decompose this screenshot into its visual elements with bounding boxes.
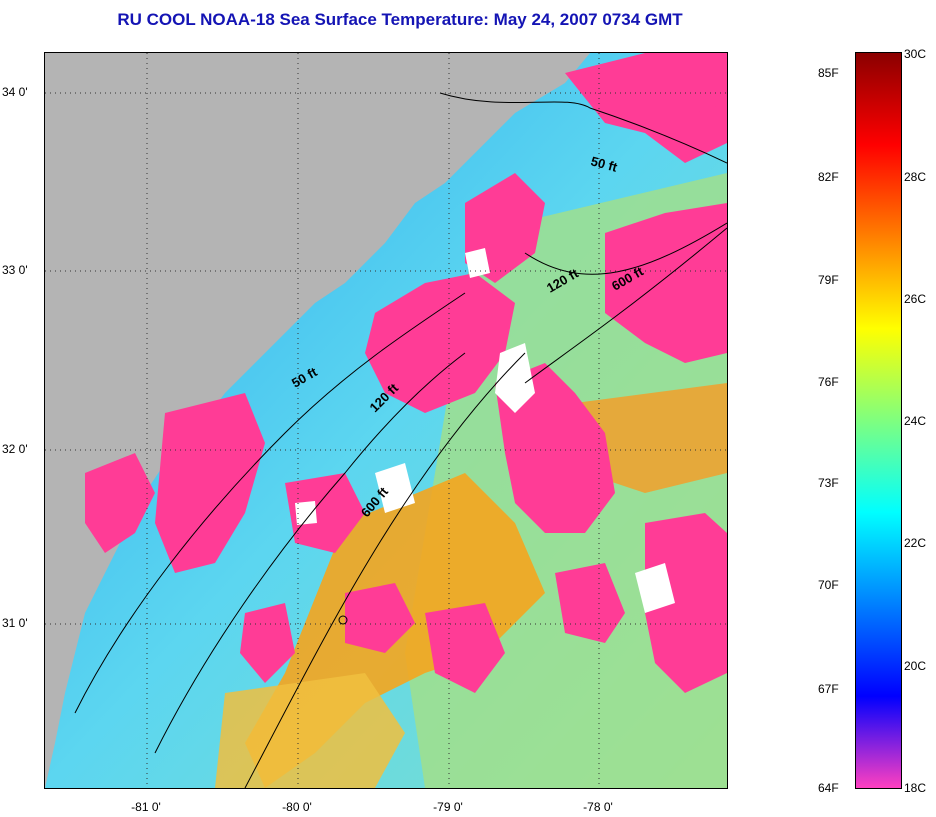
colorbar-f-70: 70F xyxy=(818,578,839,592)
buoy-marker-icon xyxy=(338,615,348,625)
colorbar-c-18: 18C xyxy=(904,781,927,795)
contour-600ft xyxy=(244,352,526,788)
colorbar-c-28: 28C xyxy=(904,170,927,184)
colorbar-c-24: 24C xyxy=(904,414,927,428)
temperature-colorbar xyxy=(855,52,902,789)
lon-label-78: -78 0' xyxy=(583,800,613,814)
contour-120ft xyxy=(154,352,466,754)
lon-label-81: -81 0' xyxy=(131,800,161,814)
bathymetry-contours xyxy=(74,92,727,788)
colorbar-c-26: 26C xyxy=(904,292,927,306)
colorbar-f-73: 73F xyxy=(818,476,839,490)
lat-label-34: 34 0' xyxy=(2,85,28,99)
colorbar-c-22: 22C xyxy=(904,536,927,550)
colorbar-f-82: 82F xyxy=(818,170,839,184)
contour-label-50ft-north: 50 ft xyxy=(589,153,619,175)
colorbar-c-30: 30C xyxy=(904,47,927,61)
colorbar-f-76: 76F xyxy=(818,375,839,389)
lon-label-80: -80 0' xyxy=(282,800,312,814)
map-title: RU COOL NOAA-18 Sea Surface Temperature:… xyxy=(117,10,683,29)
contour-50ft xyxy=(74,292,466,714)
colorbar-f-85: 85F xyxy=(818,66,839,80)
land-mass xyxy=(45,53,590,788)
no-data-areas xyxy=(295,248,675,613)
lat-label-32: 32 0' xyxy=(2,442,28,456)
lat-label-33: 33 0' xyxy=(2,263,28,277)
contour-600ft-north xyxy=(524,227,727,384)
colorbar-c-20: 20C xyxy=(904,659,927,673)
cloud-cover xyxy=(85,53,727,693)
sst-map[interactable]: 50 ft 120 ft 600 ft 50 ft 120 ft 600 ft xyxy=(44,52,728,789)
warm-water-south xyxy=(215,673,405,788)
colorbar-f-79: 79F xyxy=(818,273,839,287)
lon-label-79: -79 0' xyxy=(433,800,463,814)
graticule xyxy=(45,53,727,788)
contour-120ft-north xyxy=(524,222,727,275)
contour-50ft-north xyxy=(439,92,727,164)
lat-label-31: 31 0' xyxy=(2,616,28,630)
warm-water-east xyxy=(575,383,727,493)
colorbar-f-64: 64F xyxy=(818,781,839,795)
sst-map-canvas: 50 ft 120 ft 600 ft 50 ft 120 ft 600 ft xyxy=(45,53,727,788)
colorbar-f-67: 67F xyxy=(818,682,839,696)
